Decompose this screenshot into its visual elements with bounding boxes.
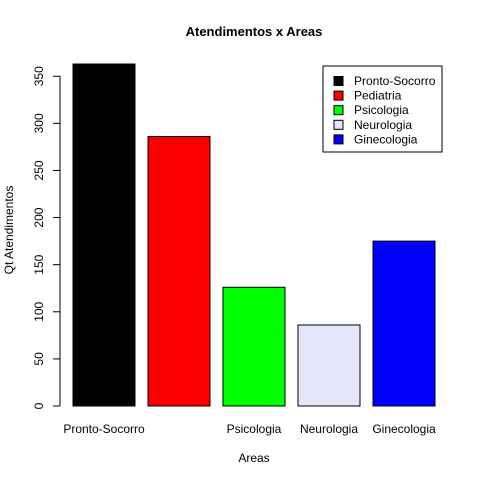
bar-pediatria bbox=[147, 136, 211, 407]
y-tick-label: 350 bbox=[32, 66, 46, 86]
bar-neurologia bbox=[297, 324, 361, 407]
bar-psicologia bbox=[222, 286, 286, 407]
bars bbox=[72, 63, 436, 407]
legend-swatch bbox=[333, 119, 344, 130]
chart-title: Atendimentos x Areas bbox=[186, 24, 323, 39]
x-tick-label: Pronto-Socorro bbox=[63, 422, 145, 436]
legend-swatch bbox=[333, 134, 344, 145]
legend-swatch bbox=[333, 76, 344, 86]
legend: Pronto-SocorroPediatriaPsicologiaNeurolo… bbox=[322, 65, 443, 153]
legend-label: Ginecologia bbox=[354, 132, 418, 146]
y-axis: 0 50 100 150 200 250 300 350 bbox=[32, 66, 61, 409]
legend-label: Neurologia bbox=[354, 118, 412, 132]
legend-swatch bbox=[333, 90, 344, 101]
legend-label: Psicologia bbox=[354, 103, 409, 117]
x-tick-labels: Pronto-Socorro Psicologia Neurologia Gineco… bbox=[63, 422, 436, 436]
x-axis-label: Areas bbox=[238, 451, 269, 465]
bar-pronto-socorro bbox=[72, 63, 136, 407]
legend-label: Pediatria bbox=[354, 89, 402, 103]
y-tick-label: 0 bbox=[32, 402, 46, 409]
y-tick-label: 300 bbox=[32, 113, 46, 133]
legend-swatch bbox=[333, 105, 344, 116]
x-tick-label: Psicologia bbox=[227, 422, 282, 436]
y-tick-label: 50 bbox=[32, 352, 46, 366]
bar-ginecologia bbox=[372, 240, 436, 407]
x-tick-label: Neurologia bbox=[300, 422, 358, 436]
y-axis-label: Qt Atendimentos bbox=[2, 186, 16, 275]
y-tick-label: 100 bbox=[32, 301, 46, 321]
y-tick-label: 200 bbox=[32, 207, 46, 227]
x-tick-label: Ginecologia bbox=[372, 422, 436, 436]
y-tick-label: 150 bbox=[32, 254, 46, 274]
y-tick-label: 250 bbox=[32, 160, 46, 180]
legend-label: Pronto-Socorro bbox=[354, 74, 436, 88]
